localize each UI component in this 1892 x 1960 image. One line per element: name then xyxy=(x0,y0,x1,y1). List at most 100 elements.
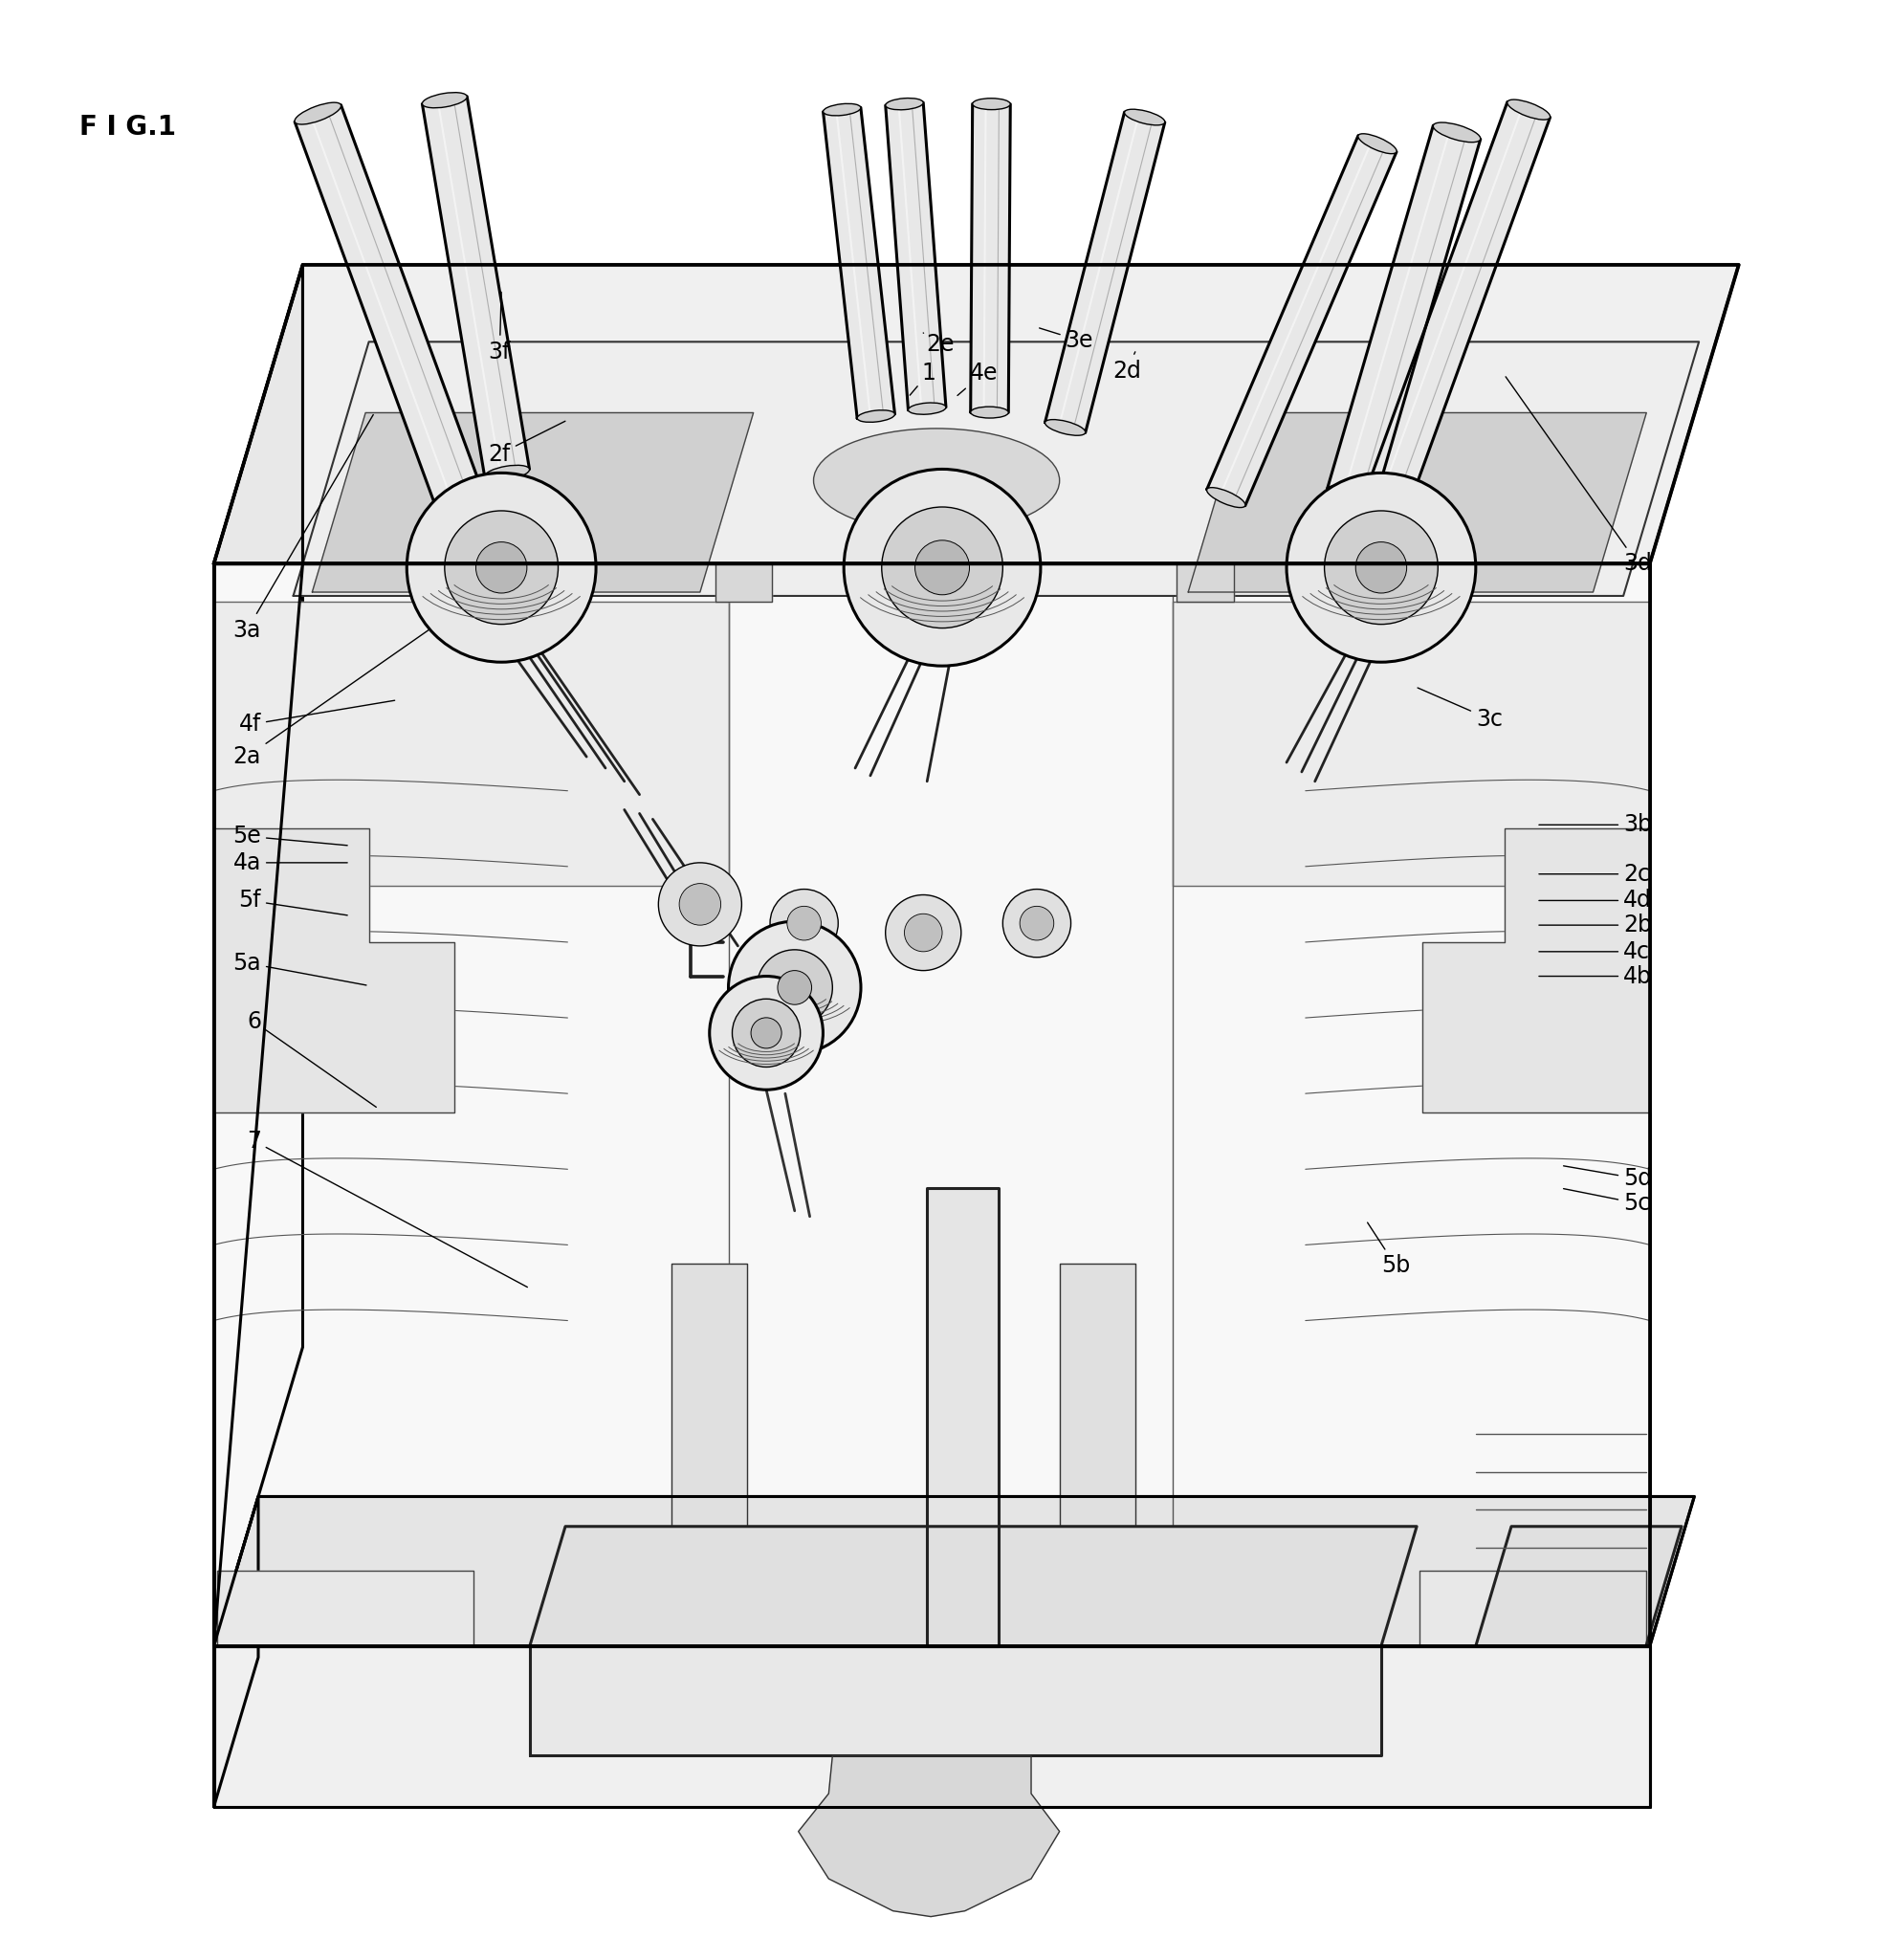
Polygon shape xyxy=(214,564,1650,1646)
Polygon shape xyxy=(1372,102,1550,492)
Text: 3a: 3a xyxy=(233,416,373,641)
Circle shape xyxy=(1324,512,1438,625)
Polygon shape xyxy=(798,1756,1060,1917)
Text: 5b: 5b xyxy=(1368,1223,1410,1278)
Circle shape xyxy=(1003,890,1071,956)
Circle shape xyxy=(710,976,823,1090)
Polygon shape xyxy=(530,1527,1417,1646)
Circle shape xyxy=(916,541,969,594)
Text: 4d: 4d xyxy=(1538,890,1652,911)
Text: 4a: 4a xyxy=(233,851,348,874)
Ellipse shape xyxy=(857,410,895,421)
Text: 2c: 2c xyxy=(1538,862,1650,886)
Ellipse shape xyxy=(972,98,1010,110)
Text: 5f: 5f xyxy=(238,890,348,915)
Ellipse shape xyxy=(885,98,923,110)
Ellipse shape xyxy=(1508,100,1550,120)
Polygon shape xyxy=(1173,602,1650,886)
Circle shape xyxy=(778,970,812,1005)
Text: 5d: 5d xyxy=(1563,1166,1652,1190)
Circle shape xyxy=(885,896,961,970)
Text: 5c: 5c xyxy=(1563,1188,1650,1215)
Polygon shape xyxy=(218,1570,473,1646)
Circle shape xyxy=(751,1017,781,1049)
Polygon shape xyxy=(738,1560,1211,1646)
Ellipse shape xyxy=(971,406,1008,417)
Polygon shape xyxy=(715,564,772,602)
Polygon shape xyxy=(214,265,1739,564)
Polygon shape xyxy=(823,108,895,417)
Text: 4e: 4e xyxy=(957,361,997,396)
Ellipse shape xyxy=(295,102,341,123)
Text: F I G.1: F I G.1 xyxy=(79,114,176,141)
Ellipse shape xyxy=(1358,133,1396,153)
Ellipse shape xyxy=(908,402,946,414)
Ellipse shape xyxy=(1207,488,1245,508)
Text: 3d: 3d xyxy=(1506,376,1652,574)
Polygon shape xyxy=(672,1264,747,1646)
Text: 2d: 2d xyxy=(1112,353,1141,382)
Text: 2f: 2f xyxy=(488,421,566,465)
Polygon shape xyxy=(927,1188,999,1646)
Ellipse shape xyxy=(484,465,530,480)
Text: 1: 1 xyxy=(910,361,937,396)
Text: 3b: 3b xyxy=(1538,813,1652,837)
Polygon shape xyxy=(312,414,753,592)
Circle shape xyxy=(658,862,742,947)
Circle shape xyxy=(1355,543,1408,594)
Circle shape xyxy=(757,951,832,1025)
Polygon shape xyxy=(214,1497,1695,1646)
Text: 2e: 2e xyxy=(923,333,954,355)
Polygon shape xyxy=(295,106,481,504)
Circle shape xyxy=(770,890,838,956)
Text: 5e: 5e xyxy=(233,825,348,847)
Polygon shape xyxy=(293,341,1699,596)
Text: 2a: 2a xyxy=(233,629,429,768)
Polygon shape xyxy=(971,104,1010,412)
Ellipse shape xyxy=(1432,122,1481,143)
Circle shape xyxy=(1287,472,1476,662)
Circle shape xyxy=(787,906,821,941)
Polygon shape xyxy=(1423,829,1650,1113)
Text: 7: 7 xyxy=(246,1129,528,1288)
Circle shape xyxy=(732,1000,800,1066)
Ellipse shape xyxy=(1044,419,1086,435)
Ellipse shape xyxy=(1326,486,1375,506)
Text: 4f: 4f xyxy=(238,700,395,737)
Polygon shape xyxy=(1188,414,1646,592)
Polygon shape xyxy=(1207,135,1396,506)
Circle shape xyxy=(445,512,558,625)
Polygon shape xyxy=(214,265,303,1646)
Text: 3f: 3f xyxy=(488,292,511,363)
Ellipse shape xyxy=(823,104,861,116)
Ellipse shape xyxy=(1124,110,1165,125)
Circle shape xyxy=(904,913,942,953)
Polygon shape xyxy=(214,602,728,886)
Circle shape xyxy=(679,884,721,925)
Polygon shape xyxy=(1060,1264,1135,1646)
Polygon shape xyxy=(530,1646,1381,1756)
Circle shape xyxy=(728,921,861,1054)
Ellipse shape xyxy=(435,484,481,506)
Text: 3c: 3c xyxy=(1417,688,1502,731)
Text: 2b: 2b xyxy=(1538,913,1652,937)
Circle shape xyxy=(477,543,526,594)
Ellipse shape xyxy=(1372,474,1413,494)
Text: 3e: 3e xyxy=(1039,327,1094,353)
Circle shape xyxy=(844,468,1041,666)
Ellipse shape xyxy=(422,92,467,108)
Text: 4b: 4b xyxy=(1538,964,1652,988)
Text: 4c: 4c xyxy=(1538,941,1650,962)
Polygon shape xyxy=(1249,1529,1302,1560)
Polygon shape xyxy=(1419,1570,1646,1646)
Polygon shape xyxy=(885,102,946,410)
Circle shape xyxy=(882,508,1003,627)
Polygon shape xyxy=(1328,125,1480,502)
Polygon shape xyxy=(214,829,454,1113)
Ellipse shape xyxy=(814,429,1060,533)
Circle shape xyxy=(1020,906,1054,941)
Polygon shape xyxy=(214,1497,257,1807)
Circle shape xyxy=(407,472,596,662)
Polygon shape xyxy=(214,1646,1650,1807)
Polygon shape xyxy=(1044,112,1165,433)
